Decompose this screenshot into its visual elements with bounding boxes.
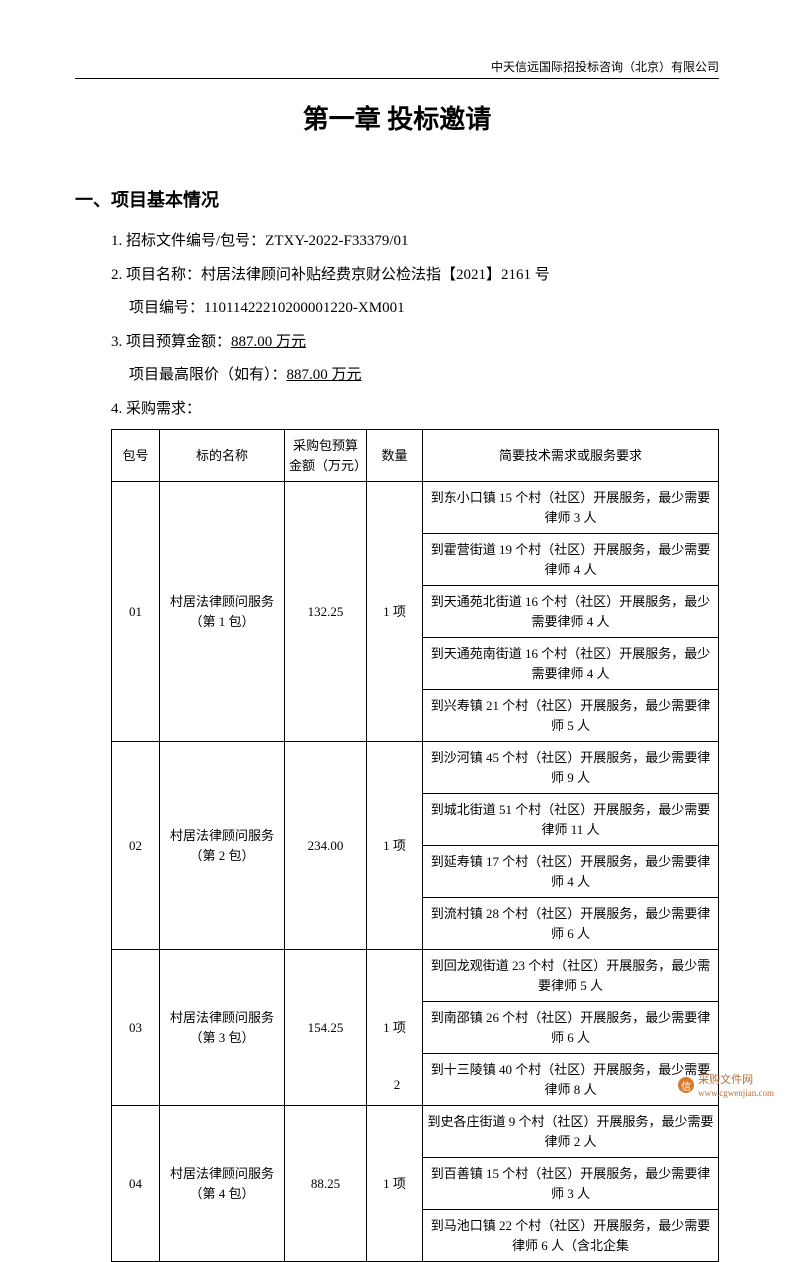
cell-req: 到延寿镇 17 个村（社区）开展服务，最少需要律师 4 人 [423,846,719,898]
cell-name: 村居法律顾问服务（第 1 包） [160,482,285,742]
info-item-2-sub: 项目编号：11011422210200001220-XM001 [111,293,719,325]
watermark-text: 采购文件网 [698,1074,753,1086]
cell-req: 到天通苑南街道 16 个村（社区）开展服务，最少需要律师 4 人 [423,638,719,690]
cell-req: 到兴寿镇 21 个村（社区）开展服务，最少需要律师 5 人 [423,690,719,742]
page-number: 2 [0,1077,794,1093]
cell-qty: 1 项 [367,482,423,742]
th-budget: 采购包预算金额（万元） [285,430,367,482]
cell-pkg-no: 01 [112,482,160,742]
info-value: 村居法律顾问补贴经费京财公检法指【2021】2161 号 [201,267,550,283]
info-label: 4. 采购需求： [111,401,201,417]
cell-req: 到马池口镇 22 个村（社区）开展服务，最少需要律师 6 人（含北企集 [423,1210,719,1262]
watermark-logo-icon: 信 [678,1077,694,1093]
cell-pkg-no: 04 [112,1106,160,1262]
watermark: 信 采购文件网 www.cgwenjian.com [678,1071,774,1099]
table-header-row: 包号 标的名称 采购包预算金额（万元） 数量 简要技术需求或服务要求 [112,430,719,482]
chapter-title: 第一章 投标邀请 [75,99,719,136]
info-value-underlined: 887.00 万元 [287,367,362,383]
info-item-3: 3. 项目预算金额：887.00 万元 [111,327,719,359]
info-label: 项目编号： [129,300,204,316]
cell-req: 到东小口镇 15 个村（社区）开展服务，最少需要律师 3 人 [423,482,719,534]
info-item-3-sub: 项目最高限价（如有）：887.00 万元 [111,360,719,392]
cell-name: 村居法律顾问服务（第 4 包） [160,1106,285,1262]
info-label: 项目最高限价（如有）： [129,367,287,383]
cell-qty: 1 项 [367,1106,423,1262]
info-item-4: 4. 采购需求： [111,394,719,426]
table-row: 02村居法律顾问服务（第 2 包）234.001 项到沙河镇 45 个村（社区）… [112,742,719,794]
header-company: 中天信远国际招投标咨询（北京）有限公司 [75,58,719,79]
cell-req: 到城北街道 51 个村（社区）开展服务，最少需要律师 11 人 [423,794,719,846]
table-row: 04村居法律顾问服务（第 4 包）88.251 项到史各庄街道 9 个村（社区）… [112,1106,719,1158]
info-value-underlined: 887.00 万元 [231,334,306,350]
cell-qty: 1 项 [367,742,423,950]
cell-pkg-no: 02 [112,742,160,950]
info-value: 11011422210200001220-XM001 [204,300,405,316]
info-item-2: 2. 项目名称：村居法律顾问补贴经费京财公检法指【2021】2161 号 [111,260,719,292]
table-row: 03村居法律顾问服务（第 3 包）154.251 项到回龙观街道 23 个村（社… [112,950,719,1002]
th-qty: 数量 [367,430,423,482]
th-name: 标的名称 [160,430,285,482]
cell-budget: 132.25 [285,482,367,742]
section1-title: 一、项目基本情况 [75,186,719,212]
th-req: 简要技术需求或服务要求 [423,430,719,482]
cell-req: 到沙河镇 45 个村（社区）开展服务，最少需要律师 9 人 [423,742,719,794]
th-pkg: 包号 [112,430,160,482]
cell-req: 到天通苑北街道 16 个村（社区）开展服务，最少需要律师 4 人 [423,586,719,638]
cell-req: 到霍营街道 19 个村（社区）开展服务，最少需要律师 4 人 [423,534,719,586]
info-label: 1. 招标文件编号/包号： [111,233,265,249]
procurement-table: 包号 标的名称 采购包预算金额（万元） 数量 简要技术需求或服务要求 01村居法… [111,429,719,1262]
table-row: 01村居法律顾问服务（第 1 包）132.251 项到东小口镇 15 个村（社区… [112,482,719,534]
cell-req: 到回龙观街道 23 个村（社区）开展服务，最少需要律师 5 人 [423,950,719,1002]
project-info-list: 1. 招标文件编号/包号：ZTXY-2022-F33379/01 2. 项目名称… [75,226,719,1262]
info-label: 3. 项目预算金额： [111,334,231,350]
cell-name: 村居法律顾问服务（第 2 包） [160,742,285,950]
info-label: 2. 项目名称： [111,267,201,283]
info-item-1: 1. 招标文件编号/包号：ZTXY-2022-F33379/01 [111,226,719,258]
cell-req: 到史各庄街道 9 个村（社区）开展服务，最少需要律师 2 人 [423,1106,719,1158]
cell-budget: 88.25 [285,1106,367,1262]
watermark-url: www.cgwenjian.com [698,1088,774,1098]
cell-budget: 234.00 [285,742,367,950]
info-value: ZTXY-2022-F33379/01 [265,233,408,249]
cell-req: 到南邵镇 26 个村（社区）开展服务，最少需要律师 6 人 [423,1002,719,1054]
cell-req: 到百善镇 15 个村（社区）开展服务，最少需要律师 3 人 [423,1158,719,1210]
cell-req: 到流村镇 28 个村（社区）开展服务，最少需要律师 6 人 [423,898,719,950]
